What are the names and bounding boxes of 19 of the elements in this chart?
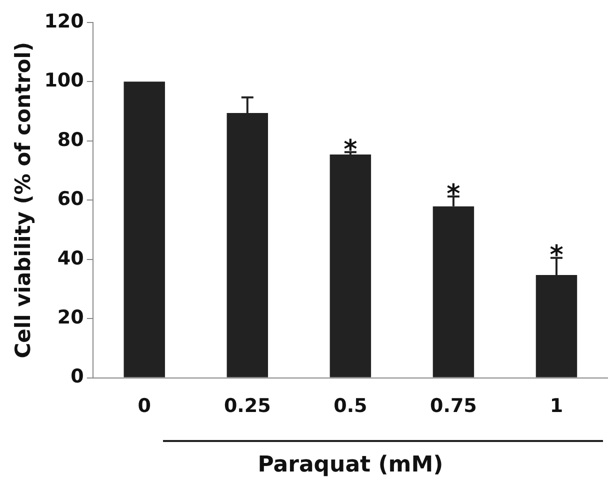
y-tick-label: 120 [44, 10, 84, 32]
bar [330, 154, 372, 378]
annotation: * [550, 240, 564, 271]
bar [124, 82, 165, 378]
annotation: * [344, 134, 358, 165]
y-tick-label: 60 [57, 188, 84, 210]
x-tick-label: 0.75 [430, 395, 477, 418]
x-tick-label: 1 [550, 395, 564, 418]
x-axis-title: Paraquat (mM) [258, 452, 444, 478]
x-tick-label: 0 [138, 395, 151, 418]
x-tick-label: 0.5 [334, 395, 368, 418]
y-axis-title: Cell viability (% of control) [11, 42, 36, 358]
x-tick-label: 0.25 [224, 395, 271, 418]
annotation: * [446, 179, 461, 210]
y-tick-label: 20 [57, 306, 84, 329]
y-tick-label: 0 [70, 366, 84, 388]
y-tick-label: 80 [57, 128, 84, 151]
y-tick-label: 40 [57, 247, 84, 270]
y-tick-label: 100 [44, 70, 84, 92]
